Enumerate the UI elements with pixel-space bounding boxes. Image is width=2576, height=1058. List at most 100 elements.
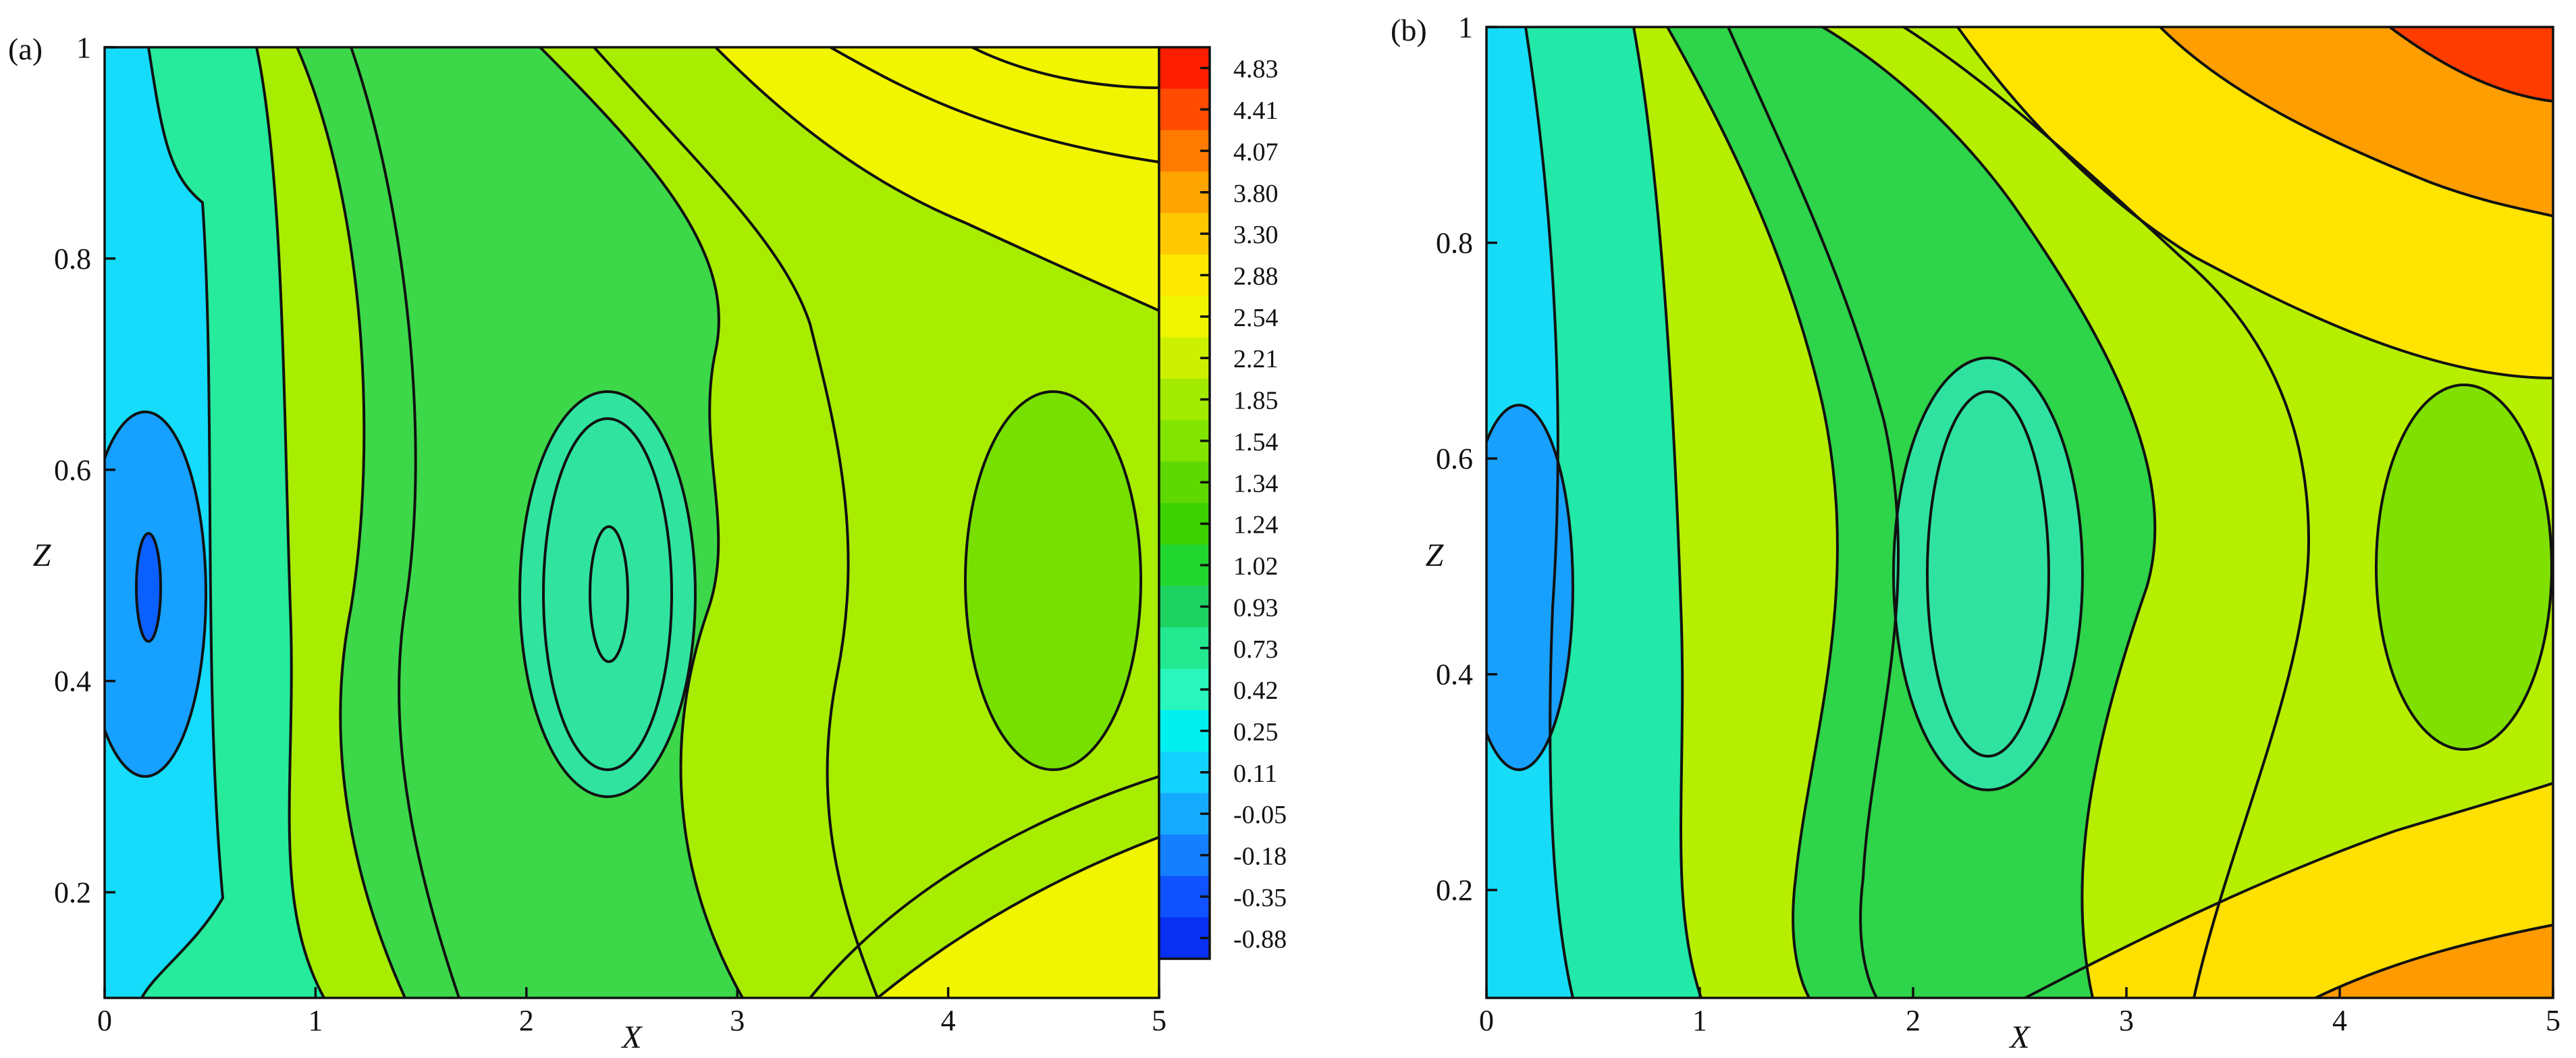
panel-a-band-mint-center [520, 392, 695, 797]
panel-b-y-axis-title: Z [1426, 537, 1445, 573]
panel-b-contour-11 [2314, 924, 2553, 998]
colorbar-label: 2.88 [1233, 263, 1279, 291]
colorbar-label: 2.54 [1233, 304, 1279, 332]
panel-b-contour-10 [2024, 782, 2553, 998]
panel-a-contour-center-1 [518, 390, 697, 798]
panel-b-x-tick-label: 4 [2332, 1004, 2347, 1037]
panel-b-band-light-green-right [2376, 385, 2552, 749]
panel-a-contour-right-ellipse [964, 390, 1142, 771]
panel-a-x-tick-label: 4 [941, 1004, 956, 1037]
panel-b-contour-7 [1956, 27, 2553, 379]
panel-b-x-ticks: 0 1 2 3 4 5 [1479, 987, 2560, 1037]
panel-a-y-tick-label: 0.2 [54, 876, 91, 909]
panel-a-contour-4 [350, 47, 460, 998]
panel-b-contour-1 [1524, 27, 1574, 998]
colorbar-label: 3.30 [1233, 221, 1279, 249]
panel-b-x-tick-label: 1 [1692, 1004, 1707, 1037]
panel-b-y-tick-label: 0.4 [1436, 658, 1473, 691]
panel-a-contour-6 [593, 47, 879, 998]
panel-b-y-tick-label: 0.8 [1436, 227, 1473, 260]
colorbar-label: 1.02 [1233, 552, 1279, 581]
panel-b-contour-4 [1727, 27, 1900, 998]
panel-a-contour-7 [714, 47, 1159, 312]
panel-b-label: (b) [1391, 13, 1427, 47]
panel-b-y-tick-label: 0.2 [1436, 874, 1473, 907]
panel-b-y-tick-label: 1 [1458, 11, 1473, 44]
panel-a-label: (a) [8, 32, 43, 66]
panel-b-contour-8 [2159, 27, 2553, 217]
panel-b-contour-2 [1632, 27, 1702, 998]
panel-b-x-axis-title: X [2008, 1020, 2031, 1055]
colorbar-label: 0.11 [1233, 760, 1277, 788]
colorbar-label: 1.85 [1233, 387, 1279, 415]
colorbar-label: 1.24 [1233, 511, 1279, 539]
panel-b-contour-center-1 [1892, 356, 2084, 791]
panel-b-contour-3 [1666, 27, 1839, 998]
panel-a-x-tick-label: 1 [308, 1004, 323, 1037]
panel-a-contour-2 [255, 47, 325, 998]
panel-a-y-ticks: 0.2 0.4 0.6 0.8 1 [54, 31, 115, 909]
panel-a-contour-left-inner [135, 532, 162, 643]
panel-a-x-tick-label: 5 [1152, 1004, 1166, 1037]
panel-b-x-tick-label: 2 [1906, 1004, 1921, 1037]
panel-a-contour-1 [140, 47, 224, 998]
panel-a-contour-center-3 [589, 525, 629, 663]
panel-a-contour-11 [809, 775, 1159, 998]
panel-a-contour-3 [296, 47, 406, 998]
panel-a-colorbar: 4.83 4.41 4.07 3.80 3.30 2.88 2.54 2.21 1.85 1.54… [1158, 46, 1287, 960]
colorbar-frame [1158, 46, 1211, 960]
panel-a-y-tick-label: 1 [76, 31, 91, 64]
panel-b-x-tick-label: 0 [1479, 1004, 1494, 1037]
panel-a-contour-10 [876, 836, 1159, 998]
panel-a-contour-left-outer [105, 411, 207, 778]
panel-a-y-tick-label: 0.6 [54, 454, 91, 487]
colorbar-label: 4.41 [1233, 97, 1279, 125]
panel-a-band-light-green-right [965, 392, 1141, 770]
panel-b-band-mint-center [1894, 358, 2083, 790]
colorbar-label: -0.05 [1233, 801, 1287, 829]
panel-b-x-tick-label: 3 [2119, 1004, 2134, 1037]
panel-a-contour-center-2 [542, 417, 673, 771]
panel-b-band-orange-bottom [2315, 925, 2553, 998]
colorbar-label: 0.42 [1233, 677, 1279, 705]
panel-a-contour-8 [829, 47, 1159, 163]
panel-b-x-tick-label: 5 [2546, 1004, 2560, 1037]
panel-a-band-yellow [716, 47, 1159, 311]
colorbar-label: 0.93 [1233, 593, 1279, 622]
panel-a-y-axis-title: Z [33, 537, 52, 573]
colorbar-label: 3.80 [1233, 180, 1279, 208]
panel-a-y-tick-label: 0.4 [54, 665, 91, 698]
panel-b-contour-center-2 [1926, 390, 2050, 758]
panel-b: (b) [1391, 11, 2560, 1055]
panel-a-x-tick-label: 3 [730, 1004, 745, 1037]
panel-b-y-tick-label: 0.6 [1436, 442, 1473, 475]
panel-b-band-orange-top [2160, 27, 2553, 216]
colorbar-label: 0.25 [1233, 718, 1279, 747]
colorbar-label: 1.54 [1233, 428, 1279, 456]
panel-b-y-ticks: 0.2 0.4 0.6 0.8 1 [1436, 11, 1497, 907]
panel-a-x-axis-title: X [620, 1020, 643, 1055]
panel-a-x-tick-label: 2 [519, 1004, 534, 1037]
panel-b-frame [1485, 26, 2554, 999]
panel-b-band-red-top [2390, 27, 2553, 101]
colorbar-label: 2.21 [1233, 345, 1279, 373]
colorbar-label: 4.83 [1233, 55, 1279, 84]
panel-a-y-tick-label: 0.8 [54, 242, 91, 275]
panel-a-contour-9 [971, 47, 1159, 89]
panel-b-contour-right-ellipse [2375, 383, 2553, 751]
panel-a-contour-5 [539, 47, 744, 998]
panel-a-x-tick-label: 0 [97, 1004, 112, 1037]
panel-b-band-yellow-bottom [2025, 783, 2553, 998]
panel-b-contour-9 [2388, 27, 2553, 103]
panel-b-plot-area [1486, 27, 2553, 998]
colorbar-label: 4.07 [1233, 138, 1279, 166]
colorbar-label: -0.35 [1233, 884, 1287, 912]
colorbar-label: 1.34 [1233, 469, 1279, 498]
panel-a-plot-area [105, 47, 1159, 998]
panel-a-band-yellow-bottom [878, 837, 1159, 998]
colorbar-label: -0.18 [1233, 843, 1287, 871]
panel-a: (a) [8, 31, 1287, 1055]
panel-b-contour-left-ellipse [1486, 404, 1574, 771]
panel-a-band-deep-blue [136, 533, 161, 641]
